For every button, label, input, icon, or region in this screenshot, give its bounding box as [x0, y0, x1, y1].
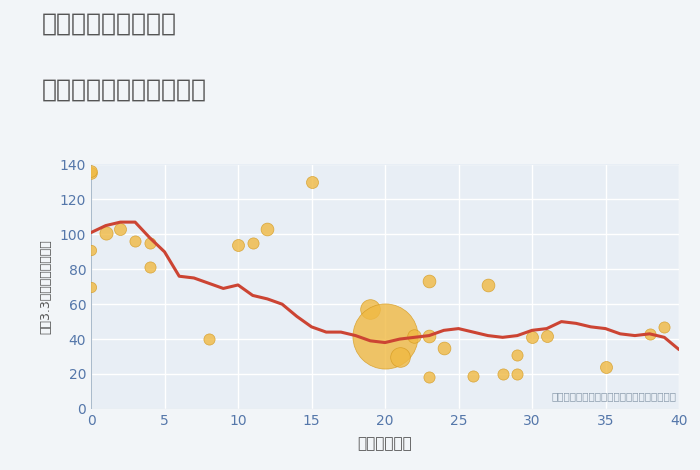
Point [659, 323, 670, 330]
Point [85, 246, 97, 254]
Point [85, 170, 97, 177]
Point [262, 225, 273, 233]
Point [424, 374, 435, 381]
Point [600, 363, 611, 371]
Point [100, 229, 111, 236]
Point [438, 344, 449, 352]
Point [394, 353, 405, 360]
Point [85, 168, 97, 175]
Point [232, 241, 244, 249]
Point [130, 237, 141, 245]
Point [306, 178, 317, 186]
Text: 築年数別中古戸建て価格: 築年数別中古戸建て価格 [42, 78, 207, 102]
Point [541, 332, 552, 339]
Point [203, 335, 214, 343]
Point [526, 334, 538, 341]
Point [409, 332, 420, 339]
Point [144, 264, 155, 271]
X-axis label: 築年数（年）: 築年数（年） [358, 436, 412, 451]
Point [424, 332, 435, 339]
Y-axis label: 坪（3.3㎡）単価（万円）: 坪（3.3㎡）単価（万円） [40, 239, 52, 334]
Point [115, 225, 126, 233]
Point [247, 239, 258, 247]
Point [379, 332, 391, 339]
Point [644, 330, 655, 337]
Point [468, 372, 479, 379]
Text: 千葉県成田市官林の: 千葉県成田市官林の [42, 12, 177, 36]
Point [512, 370, 523, 378]
Point [144, 239, 155, 247]
Text: 円の大きさは、取引のあった物件面積を示す: 円の大きさは、取引のあった物件面積を示す [551, 392, 676, 401]
Point [512, 351, 523, 359]
Point [497, 370, 508, 378]
Point [85, 283, 97, 290]
Point [365, 306, 376, 313]
Point [482, 281, 493, 289]
Point [424, 278, 435, 285]
